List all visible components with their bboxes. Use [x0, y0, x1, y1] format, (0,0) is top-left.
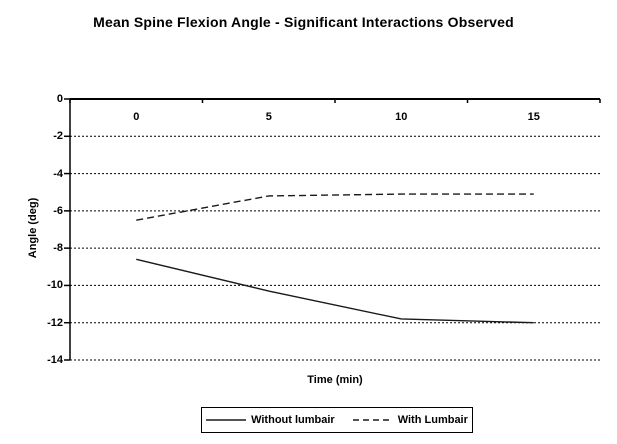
- series-line-with-lumbair: [136, 193, 534, 221]
- y-tick-label: -4: [53, 167, 63, 180]
- legend-line-sample-solid: [206, 419, 247, 421]
- y-tick-label: -2: [53, 130, 63, 143]
- legend-label: Without lumbair: [251, 414, 335, 426]
- series-line-without-lumbair: [136, 258, 534, 324]
- x-tick-label: 10: [395, 111, 408, 123]
- y-tick-label: -10: [47, 279, 63, 292]
- chart-title: Mean Spine Flexion Angle - Significant I…: [93, 14, 514, 30]
- y-tick-label: 0: [56, 93, 63, 105]
- legend-item: Without lumbair: [206, 414, 335, 426]
- y-tick-label: -6: [53, 204, 63, 217]
- y-tick-label: -14: [47, 354, 63, 366]
- x-tick-label: 5: [265, 111, 272, 123]
- legend-line-sample-dashed: [352, 419, 393, 421]
- legend-label: With Lumbair: [397, 414, 468, 426]
- x-tick-label: 0: [133, 111, 140, 123]
- y-tick-label: -12: [47, 316, 63, 329]
- x-axis-title: Time (min): [307, 374, 363, 386]
- x-tick-label: 15: [527, 111, 540, 123]
- y-tick-label: -8: [53, 242, 63, 255]
- y-axis-title: Angle (deg): [27, 197, 39, 259]
- legend-item: With Lumbair: [352, 414, 468, 426]
- legend: Without lumbair With Lumbair: [201, 407, 473, 433]
